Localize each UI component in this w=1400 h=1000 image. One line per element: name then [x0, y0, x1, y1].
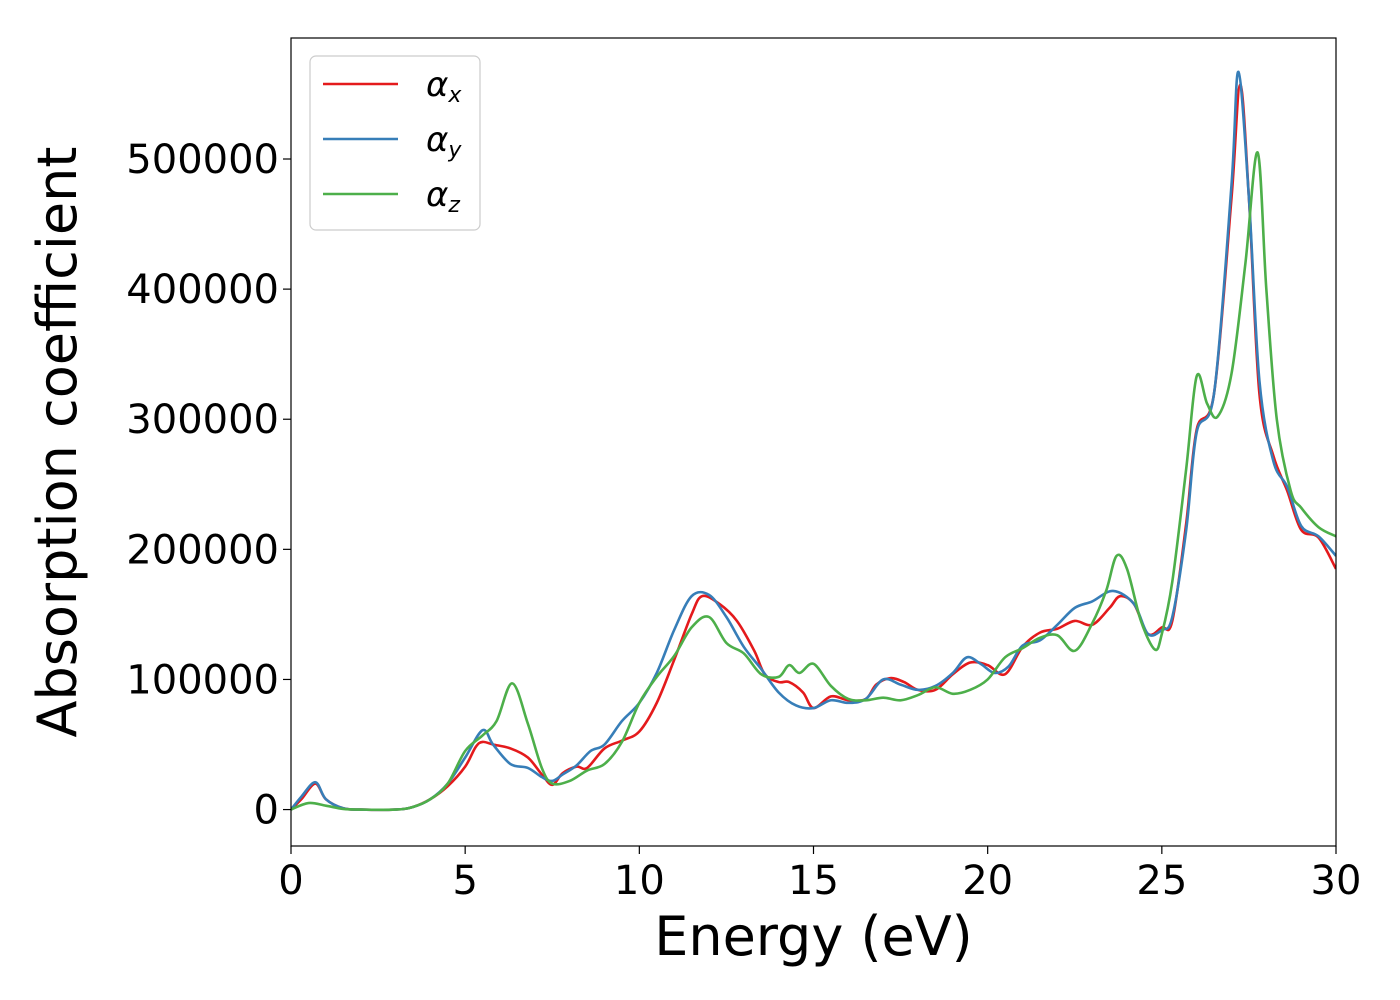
- legend-label-alpha-x: αx: [426, 65, 462, 108]
- y-tick-label: 400000: [126, 267, 279, 313]
- legend-label-alpha-z: αz: [426, 175, 460, 218]
- x-tick-label: 10: [614, 858, 665, 904]
- x-tick-label: 25: [1136, 858, 1187, 904]
- series-line-alpha-z: [291, 151, 1336, 812]
- legend-label-alpha-y: αy: [426, 120, 462, 163]
- x-axis-label: Energy (eV): [654, 905, 973, 968]
- y-axis-label: Absorption coefficient: [26, 147, 89, 738]
- series-layer: [291, 70, 1336, 812]
- x-tick-label: 30: [1311, 858, 1362, 904]
- x-tick-label: 15: [788, 858, 839, 904]
- legend-frame: [309, 55, 481, 231]
- legend-items: αx αy αz: [323, 65, 462, 218]
- y-axis-ticks: 0 100000 200000 300000 400000 500000: [126, 137, 291, 834]
- x-tick-label: 0: [278, 858, 303, 904]
- y-tick-label: 200000: [126, 527, 279, 573]
- series-line-alpha-y: [291, 70, 1336, 812]
- y-tick-label: 100000: [126, 657, 279, 703]
- x-axis-ticks: 0 5 10 15 20 25 30: [278, 846, 1361, 904]
- x-tick-label: 5: [452, 858, 477, 904]
- legend: αx αy αz: [309, 55, 481, 231]
- x-tick-label: 20: [962, 858, 1013, 904]
- y-tick-label: 500000: [126, 137, 279, 183]
- y-tick-label: 300000: [126, 397, 279, 443]
- y-tick-label: 0: [254, 788, 279, 834]
